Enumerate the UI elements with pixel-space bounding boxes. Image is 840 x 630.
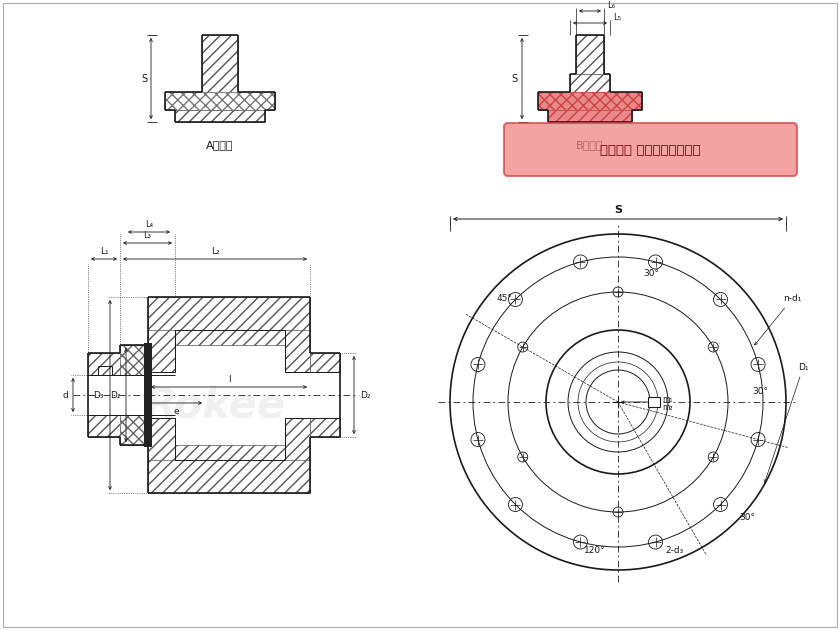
- Text: Rokee: Rokee: [144, 384, 286, 426]
- Bar: [88, 353, 120, 375]
- Bar: [148, 297, 310, 345]
- Text: 版权所有 侵权必被严厉追究: 版权所有 侵权必被严厉追究: [600, 144, 701, 156]
- Text: D₃: D₃: [93, 391, 104, 399]
- Bar: [570, 74, 610, 92]
- Text: L₃: L₃: [144, 231, 151, 240]
- Bar: [310, 418, 340, 437]
- Bar: [120, 345, 148, 375]
- Text: 30°: 30°: [753, 387, 769, 396]
- Text: D₂: D₂: [360, 391, 370, 399]
- Bar: [310, 353, 340, 372]
- Text: B型结构: B型结构: [576, 140, 604, 150]
- Bar: [202, 35, 238, 92]
- Text: 2-d₃: 2-d₃: [665, 546, 683, 555]
- Text: L₄: L₄: [145, 220, 153, 229]
- FancyBboxPatch shape: [504, 123, 797, 176]
- Bar: [548, 110, 632, 122]
- Bar: [148, 445, 310, 493]
- Text: 120°: 120°: [585, 546, 606, 555]
- Bar: [285, 418, 310, 460]
- Bar: [144, 343, 152, 447]
- Bar: [148, 330, 175, 372]
- Bar: [285, 330, 310, 372]
- Text: 30°: 30°: [739, 513, 755, 522]
- Text: D₁: D₁: [764, 362, 809, 483]
- Text: D₂: D₂: [111, 391, 121, 399]
- Bar: [576, 35, 604, 74]
- Text: l: l: [228, 375, 230, 384]
- Text: L₁: L₁: [100, 247, 108, 256]
- Bar: [648, 397, 660, 407]
- Text: L₆: L₆: [607, 1, 615, 10]
- Text: S: S: [614, 205, 622, 215]
- Bar: [165, 92, 275, 110]
- Bar: [120, 415, 148, 445]
- Text: m₁: m₁: [662, 394, 672, 403]
- Text: m₂: m₂: [662, 403, 673, 411]
- Text: e: e: [174, 407, 179, 416]
- Text: 30°: 30°: [643, 269, 659, 278]
- Bar: [88, 415, 120, 437]
- Text: A型结构: A型结构: [207, 140, 234, 150]
- Text: L₂: L₂: [211, 247, 219, 256]
- Text: S: S: [512, 74, 518, 84]
- Text: S: S: [141, 74, 147, 84]
- Text: L₅: L₅: [613, 13, 621, 22]
- Text: d: d: [62, 391, 68, 399]
- Text: n-d₁: n-d₁: [754, 294, 801, 345]
- Bar: [148, 418, 175, 460]
- Text: 45°: 45°: [497, 294, 513, 303]
- Bar: [175, 110, 265, 122]
- Bar: [538, 92, 642, 110]
